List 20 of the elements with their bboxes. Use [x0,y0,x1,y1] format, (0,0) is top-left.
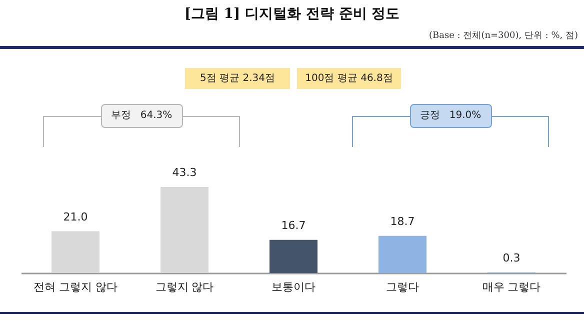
data-label: 18.7 [390,214,415,228]
chart-subtitle: (Base : 전체(n=300), 단위 : %, 점) [429,30,578,42]
chart-title: [그림 1] 디지털화 전략 준비 정도 [183,5,401,23]
x-tick-label: 그렇지 않다 [155,280,214,294]
bar [52,231,100,273]
data-label: 16.7 [281,218,306,232]
bar [160,187,208,273]
text: 부정 64.3% [100,104,182,128]
x-tick-label: 전혀 그렇지 않다 [34,280,118,294]
x-tick-label: 매우 그렇다 [482,280,541,294]
bar [378,236,426,273]
x-tick-label: 그렇다 [386,280,419,294]
bar [270,240,318,273]
text: 5점 평균 2.34점 [185,68,290,89]
data-label: 21.0 [63,210,88,224]
text: 100점 평균 46.8점 [297,68,401,89]
text: 긍정 19.0% [410,104,492,128]
data-label: 0.3 [502,251,520,264]
data-label: 43.3 [172,166,197,179]
x-tick-label: 보통이다 [272,280,316,294]
